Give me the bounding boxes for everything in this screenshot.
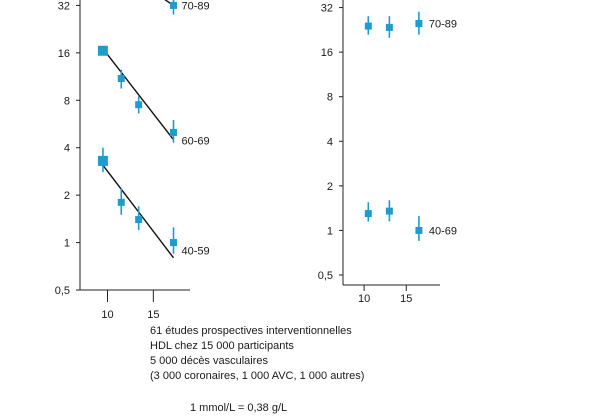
figure-caption: 61 études prospectives interventionnelle… bbox=[150, 324, 364, 384]
y-tick-label: 0,5 bbox=[55, 285, 70, 297]
caption-line: 5 000 décès vasculaires bbox=[150, 355, 269, 367]
data-point bbox=[135, 216, 143, 224]
data-point bbox=[415, 226, 423, 234]
y-tick-label: 8 bbox=[327, 92, 333, 104]
data-point bbox=[415, 19, 423, 27]
caption-line: 61 études prospectives interventionnelle… bbox=[150, 325, 352, 337]
y-tick-label: 0,5 bbox=[318, 270, 333, 282]
fit-line bbox=[102, 48, 175, 141]
data-point bbox=[97, 155, 108, 166]
y-tick-label: 32 bbox=[321, 3, 333, 15]
data-point bbox=[385, 23, 393, 31]
data-point bbox=[364, 22, 372, 30]
y-tick-label: 1 bbox=[64, 238, 70, 250]
data-point bbox=[117, 198, 125, 206]
y-tick-label: 16 bbox=[321, 47, 333, 59]
x-tick-label: 15 bbox=[400, 293, 412, 305]
y-tick-label: 32 bbox=[58, 0, 70, 12]
y-tick-label: 4 bbox=[327, 136, 333, 148]
y-tick-label: 2 bbox=[64, 190, 70, 202]
y-tick-label: 1 bbox=[327, 225, 333, 237]
y-tick-label: 16 bbox=[58, 48, 70, 60]
data-point bbox=[385, 207, 393, 215]
data-point bbox=[135, 101, 143, 109]
y-tick-label: 8 bbox=[64, 95, 70, 107]
series-label: 70-89 bbox=[429, 18, 457, 30]
x-tick-label: 15 bbox=[147, 309, 159, 321]
fit-line bbox=[164, 0, 174, 7]
data-point bbox=[170, 239, 177, 247]
series-label: 40-59 bbox=[182, 246, 210, 258]
data-point bbox=[364, 210, 372, 218]
data-point bbox=[170, 128, 177, 136]
y-tick-label: 4 bbox=[64, 143, 70, 155]
series-label: 60-69 bbox=[182, 135, 210, 147]
caption-line: HDL chez 15 000 participants bbox=[150, 340, 294, 352]
y-tick-label: 2 bbox=[327, 181, 333, 193]
series-label: 70-89 bbox=[182, 0, 210, 12]
x-tick-label: 10 bbox=[358, 293, 370, 305]
unit-conversion-note: 1 mmol/L = 0,38 g/L bbox=[190, 402, 288, 414]
data-point bbox=[117, 74, 125, 82]
caption-line: (3 000 coronaires, 1 000 AVC, 1 000 autr… bbox=[150, 370, 365, 382]
series-label: 40-69 bbox=[429, 225, 457, 237]
x-tick-label: 10 bbox=[101, 309, 113, 321]
data-point bbox=[170, 1, 177, 9]
data-point bbox=[97, 45, 108, 56]
